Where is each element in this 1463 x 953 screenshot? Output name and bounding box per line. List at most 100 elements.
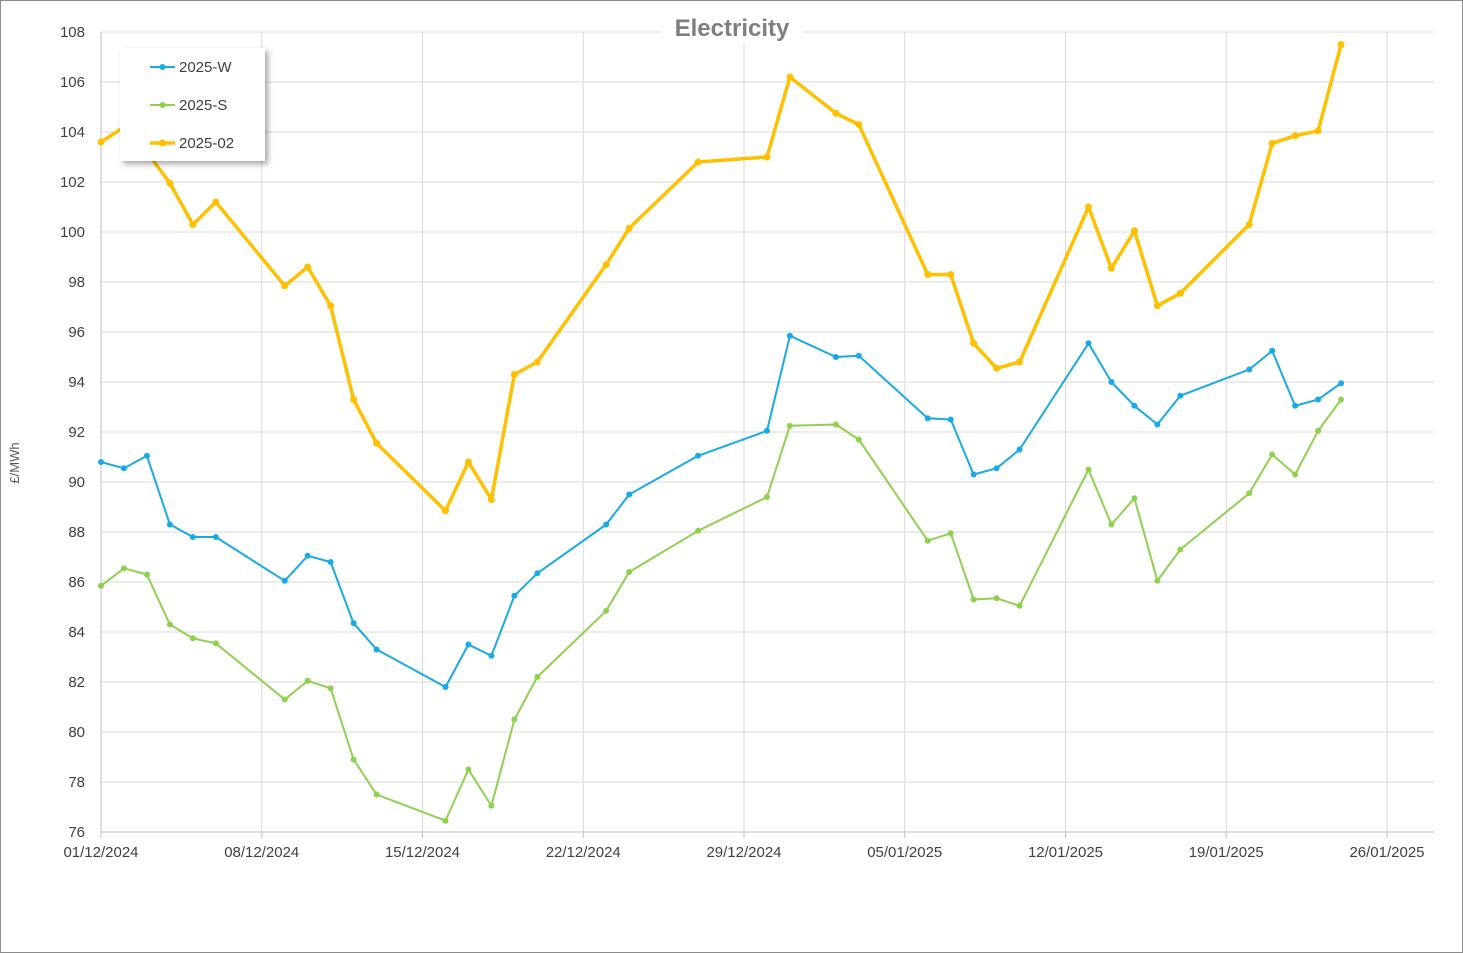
data-point (1315, 396, 1322, 403)
data-point (1269, 347, 1276, 354)
data-point (1292, 471, 1299, 478)
data-point (533, 358, 541, 366)
data-point (1016, 358, 1024, 366)
data-point (1291, 132, 1299, 140)
data-point (281, 577, 288, 584)
data-point (281, 282, 289, 290)
data-point (488, 802, 495, 809)
data-point (786, 332, 793, 339)
title-background (661, 11, 803, 43)
data-point (993, 364, 1001, 372)
data-point (281, 696, 288, 703)
y-tick-label: 108 (60, 24, 85, 41)
data-point (350, 396, 358, 403)
x-tick-label: 01/12/2024 (63, 844, 138, 861)
data-point (1338, 380, 1345, 387)
data-point (465, 766, 472, 773)
data-point (1246, 366, 1253, 373)
data-point (304, 552, 311, 559)
data-point (373, 791, 380, 798)
data-point (1084, 203, 1092, 211)
data-point (1154, 577, 1161, 584)
y-tick-label: 96 (68, 324, 85, 341)
data-point (1337, 41, 1345, 48)
data-point (832, 109, 840, 117)
data-point (1108, 379, 1115, 385)
series-line (100, 398, 1342, 822)
data-point (947, 530, 954, 537)
data-point (626, 491, 633, 498)
legend-label: 2025-W (179, 59, 232, 76)
x-tick-label: 26/01/2025 (1349, 844, 1424, 861)
series-line (100, 334, 1342, 688)
legend-label: 2025-S (179, 97, 227, 114)
data-point (442, 684, 449, 690)
data-point (212, 534, 219, 540)
data-point (1107, 264, 1115, 272)
data-point (695, 452, 702, 459)
data-point (97, 138, 105, 146)
data-point (488, 652, 495, 659)
legend-entry: 2025-S (150, 97, 227, 114)
x-tick-label: 12/01/2025 (1028, 844, 1103, 861)
series-2025-W (98, 332, 1345, 690)
data-point (924, 415, 931, 422)
data-point (763, 153, 771, 161)
data-point (465, 641, 472, 648)
legend: 2025-W 2025-S 2025-02 (120, 48, 265, 161)
data-point (350, 756, 357, 763)
data-point (786, 422, 793, 429)
data-point (970, 596, 977, 603)
data-point (993, 595, 1000, 602)
y-tick-label: 106 (60, 74, 85, 91)
data-point (1016, 446, 1023, 453)
data-point (855, 352, 862, 359)
y-tick-label: 84 (68, 624, 85, 641)
x-tick-label: 05/01/2025 (867, 844, 942, 861)
data-point (1085, 340, 1092, 347)
legend-swatch-marker (159, 139, 166, 147)
data-point (120, 565, 127, 572)
data-point (603, 521, 610, 528)
data-point (1154, 421, 1161, 428)
data-point (855, 121, 863, 128)
data-point (442, 817, 449, 824)
data-point (1268, 139, 1276, 147)
data-point (1153, 302, 1161, 310)
data-point (166, 179, 174, 187)
legend-entry: 2025-02 (150, 135, 234, 152)
data-point (602, 261, 610, 268)
data-point (695, 527, 702, 534)
data-point (970, 339, 978, 347)
y-tick-label: 90 (68, 474, 85, 491)
y-tick-label: 76 (68, 824, 85, 841)
series-layer (97, 41, 1345, 824)
data-point (786, 73, 794, 81)
data-point (694, 158, 702, 166)
y-tick-label: 102 (60, 174, 85, 191)
data-point (1108, 521, 1115, 528)
data-point (924, 271, 932, 278)
y-tick-label: 100 (60, 224, 85, 241)
data-point (511, 716, 518, 723)
data-point (832, 421, 839, 428)
data-point (373, 439, 381, 447)
data-point (1016, 602, 1023, 609)
data-point (166, 521, 173, 528)
data-point (947, 416, 954, 423)
data-point (1246, 490, 1253, 497)
data-point (603, 607, 610, 614)
y-tick-label: 80 (68, 724, 85, 741)
data-point (1245, 221, 1253, 228)
data-point (1177, 546, 1184, 553)
data-point (763, 427, 770, 434)
data-point (1085, 466, 1092, 473)
data-point (1131, 402, 1138, 409)
data-point (143, 571, 150, 578)
data-point (304, 263, 312, 271)
data-point (1130, 227, 1138, 235)
legend-entry: 2025-W (150, 59, 232, 76)
data-point (166, 621, 173, 628)
y-axis-label: £/MWh (7, 442, 22, 483)
